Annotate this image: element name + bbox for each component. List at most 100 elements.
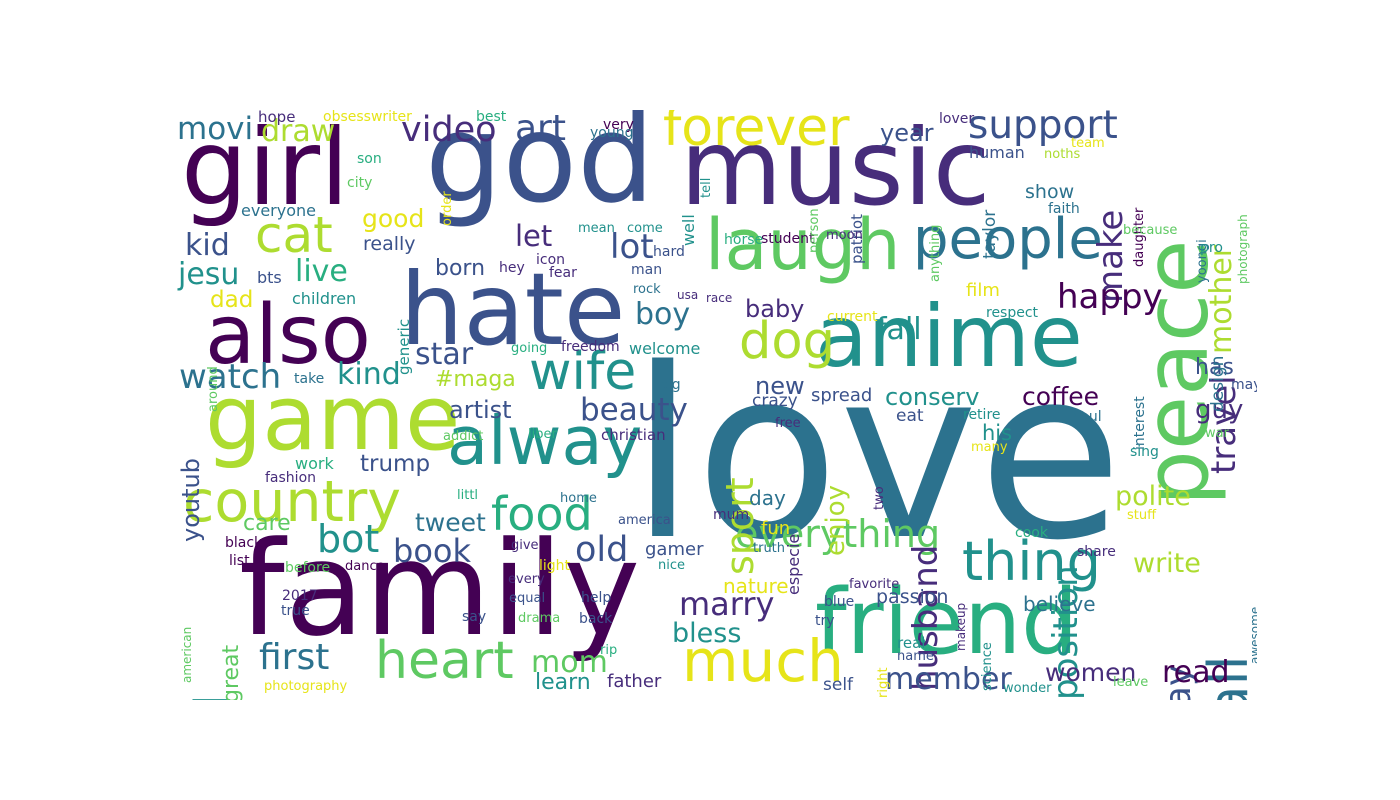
word-big: big bbox=[659, 377, 681, 393]
word-around: around bbox=[206, 366, 221, 412]
word-wonder: wonder bbox=[1003, 681, 1052, 696]
word-stuff: stuff bbox=[1127, 508, 1157, 523]
word-truth: truth bbox=[753, 541, 786, 556]
word-anything: anything bbox=[928, 225, 943, 283]
word-great: great bbox=[219, 645, 244, 700]
word-live: live bbox=[295, 254, 348, 289]
word-before: before bbox=[285, 560, 331, 576]
word-also: also bbox=[205, 288, 371, 383]
word-food: food bbox=[491, 487, 593, 541]
word-usa: usa bbox=[677, 288, 699, 302]
word-kid: kid bbox=[185, 228, 230, 263]
word-two: two bbox=[872, 486, 887, 510]
word-generic: generic bbox=[395, 319, 413, 376]
word-obsesswriter: obsesswriter bbox=[323, 110, 412, 125]
word-jesu: jesu bbox=[178, 257, 240, 292]
word-team: team bbox=[1071, 136, 1105, 151]
word-man: man bbox=[631, 262, 663, 278]
word-moon: moon bbox=[826, 228, 863, 243]
word-give: give bbox=[511, 538, 539, 553]
word-children: children bbox=[292, 289, 357, 308]
word-liber: liber bbox=[528, 427, 557, 442]
word-faith: faith bbox=[1048, 201, 1080, 217]
word-photography: photography bbox=[264, 679, 348, 694]
word-free: free bbox=[775, 416, 801, 431]
word-happy: happy bbox=[1057, 277, 1163, 317]
word-try: try bbox=[815, 613, 835, 629]
word-coffee: coffee bbox=[1022, 382, 1100, 411]
word-list: list bbox=[229, 553, 250, 569]
word-tell: tell bbox=[699, 178, 714, 199]
word-family: family bbox=[239, 513, 641, 665]
word-drama: drama bbox=[518, 611, 561, 626]
word-year: year bbox=[880, 119, 934, 147]
word-lover: lover bbox=[939, 111, 975, 127]
word-design: design bbox=[1208, 356, 1228, 413]
word-anime: anime bbox=[815, 287, 1083, 387]
word-mum: mum bbox=[713, 507, 750, 523]
word-back: back bbox=[579, 611, 613, 627]
word-take: take bbox=[294, 371, 325, 387]
word-nice: nice bbox=[658, 558, 685, 573]
word-fun: fun bbox=[761, 518, 791, 539]
word-addict: addict bbox=[443, 429, 484, 444]
word-women: women bbox=[1045, 658, 1137, 687]
word-day: day bbox=[749, 486, 786, 510]
word-born: born bbox=[435, 256, 486, 281]
word-art: art bbox=[515, 110, 566, 149]
word-girl: girl bbox=[181, 110, 350, 229]
word-taylor: taylor bbox=[980, 210, 1000, 260]
word-horse: horse bbox=[724, 232, 764, 248]
word-dad: dad bbox=[210, 287, 254, 313]
word-new: new bbox=[755, 372, 805, 400]
word-especie: especie bbox=[784, 534, 803, 596]
word-share: share bbox=[1077, 544, 1116, 560]
word-awesome: awesome bbox=[1248, 607, 1257, 665]
word-home: home bbox=[560, 491, 597, 506]
word-beauty: beauty bbox=[580, 392, 688, 428]
word-care: care bbox=[243, 511, 291, 536]
word-his: his bbox=[982, 421, 1013, 445]
word-star: star bbox=[415, 337, 474, 372]
word-hate: hate bbox=[400, 251, 626, 368]
word-favorite: favorite bbox=[849, 577, 900, 592]
word-city: city bbox=[347, 175, 373, 191]
word-leave: leave bbox=[1113, 675, 1149, 690]
word-self: self bbox=[823, 675, 854, 695]
word-hey: hey bbox=[499, 260, 525, 276]
word-everything: everything bbox=[735, 512, 941, 556]
word-lot: lot bbox=[610, 227, 654, 267]
word-mother: mother bbox=[1204, 245, 1239, 355]
word-believe: believe bbox=[1023, 592, 1096, 616]
word-because: because bbox=[1123, 223, 1178, 238]
word-music: music bbox=[680, 110, 991, 229]
word-support: support bbox=[968, 110, 1118, 148]
word-nature: nature bbox=[723, 574, 789, 598]
word-many: many bbox=[971, 440, 1008, 455]
word-alway: alway bbox=[447, 402, 643, 480]
word-respect: respect bbox=[986, 305, 1039, 321]
word-interest: interest bbox=[1132, 396, 1148, 450]
word-right: right bbox=[876, 667, 891, 698]
word-laugh: laugh bbox=[705, 204, 901, 286]
word-people: people bbox=[913, 207, 1103, 272]
word-mean: mean bbox=[578, 221, 615, 236]
word-mom: mom bbox=[531, 645, 608, 680]
word-game: game bbox=[205, 366, 461, 471]
word-rock: rock bbox=[633, 282, 661, 297]
word-christian: christian bbox=[601, 426, 666, 444]
word-true: true bbox=[281, 603, 310, 619]
word-welcome: welcome bbox=[629, 339, 701, 358]
word-come: come bbox=[627, 221, 663, 236]
word-boy: boy bbox=[635, 297, 691, 332]
word-bless: bless bbox=[672, 618, 742, 649]
word-polite: polite bbox=[1115, 481, 1191, 512]
word-country: country bbox=[183, 469, 401, 535]
word-heart: heart bbox=[375, 631, 514, 691]
word-hard: hard bbox=[653, 244, 685, 260]
word-film: film bbox=[966, 280, 1000, 301]
word-show: show bbox=[1025, 181, 1075, 203]
word-has: has bbox=[1195, 355, 1234, 380]
word-love: love bbox=[630, 319, 1123, 592]
word-cloud: love family god music girl hate peace game anime… bbox=[175, 110, 1257, 700]
